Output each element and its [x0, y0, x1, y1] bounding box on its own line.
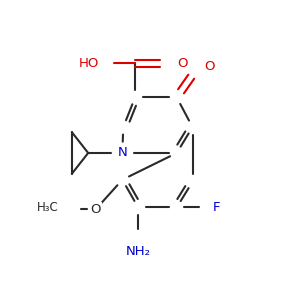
Text: HO: HO [79, 57, 100, 70]
Text: O: O [90, 203, 101, 216]
Text: H₃C: H₃C [37, 202, 58, 214]
Text: NH₂: NH₂ [126, 244, 151, 257]
Text: F: F [213, 201, 220, 214]
Text: O: O [177, 57, 187, 70]
Text: N: N [118, 146, 127, 160]
Text: O: O [205, 60, 215, 73]
